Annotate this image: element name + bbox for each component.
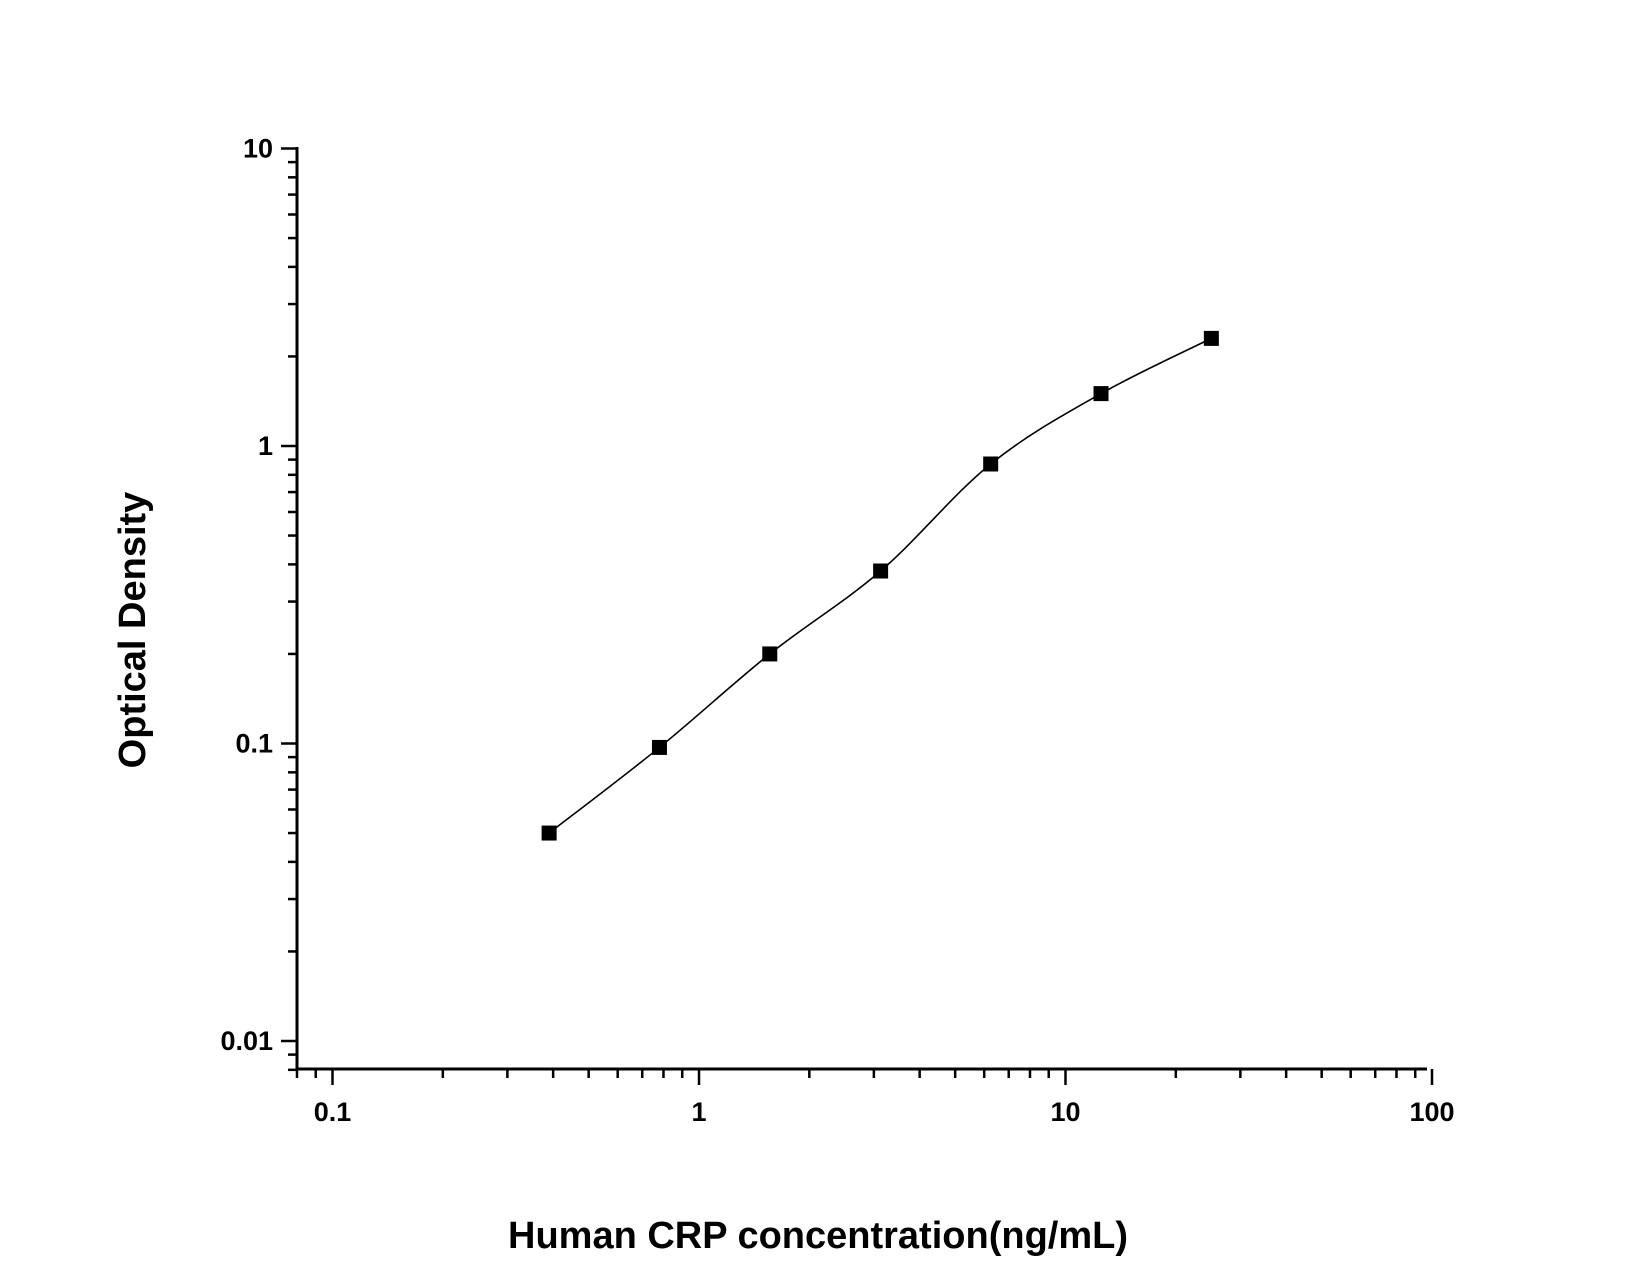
y-tick-label: 10 <box>243 134 273 164</box>
data-point <box>541 825 557 841</box>
data-point <box>873 563 889 579</box>
x-tick-label: 0.1 <box>314 1097 352 1127</box>
y-tick-label: 0.1 <box>235 729 273 759</box>
fit-curve <box>548 337 1212 834</box>
data-point <box>1203 330 1219 346</box>
data-point <box>762 646 778 662</box>
y-tick-label: 1 <box>258 431 273 461</box>
tick-labels: 0.01 0.1 1 10 0.1 1 10 100 <box>220 134 1454 1128</box>
axes <box>295 147 1427 1071</box>
y-axis-title: Optical Density <box>112 492 154 769</box>
y-tick-label: 0.01 <box>220 1026 273 1056</box>
markers <box>541 330 1219 841</box>
x-tick-label: 100 <box>1409 1097 1454 1127</box>
ticks <box>281 147 1434 1085</box>
data-point <box>1093 386 1109 402</box>
data-point <box>983 456 999 472</box>
x-tick-label: 10 <box>1050 1097 1080 1127</box>
x-tick-label: 1 <box>691 1097 706 1127</box>
data-point <box>651 739 667 755</box>
x-axis-title: Human CRP concentration(ng/mL) <box>508 1215 1128 1257</box>
